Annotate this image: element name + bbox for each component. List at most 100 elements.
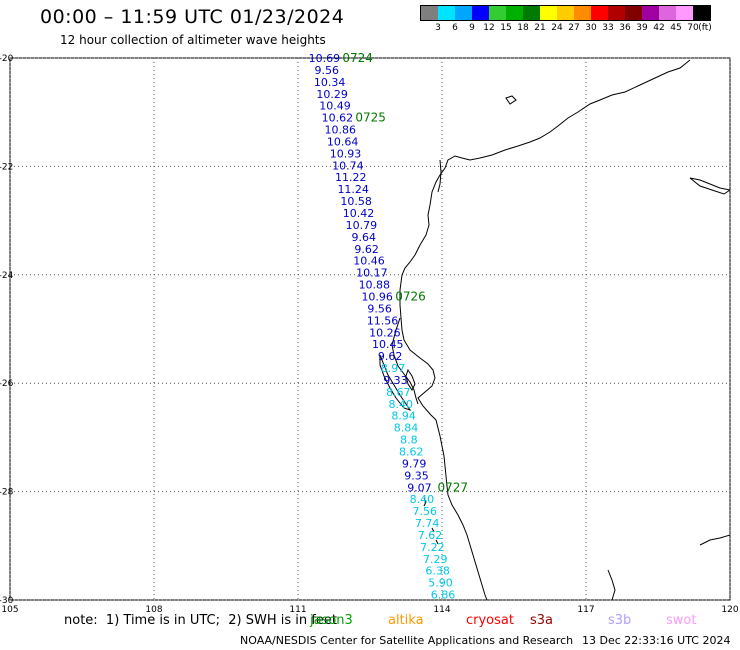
wave-height-label: 10.29 bbox=[316, 88, 348, 101]
lat-lon-grid bbox=[9, 57, 731, 601]
wave-height-label: 11.22 bbox=[335, 171, 367, 184]
southeast-coast bbox=[607, 569, 616, 600]
wave-height-label: 8.8 bbox=[400, 434, 418, 447]
wave-height-label: 9.07 bbox=[407, 481, 432, 494]
lon-tick-label: 108 bbox=[145, 605, 162, 615]
legend-swatch bbox=[591, 6, 608, 20]
wave-height-label: 7.74 bbox=[415, 517, 440, 530]
wave-height-label: 9.62 bbox=[378, 350, 403, 363]
wave-height-label: 8.94 bbox=[391, 410, 416, 423]
lon-tick-label: 117 bbox=[577, 605, 594, 615]
legend-tick-label: 42 bbox=[653, 23, 665, 33]
wave-height-label: 7.56 bbox=[412, 505, 437, 518]
legend-swatch bbox=[557, 6, 574, 20]
wave-height-label: 9.56 bbox=[315, 64, 340, 77]
wave-height-label: 9.62 bbox=[354, 243, 379, 256]
lat-tick-label: -24 bbox=[0, 271, 14, 281]
satellite-name: s3a bbox=[530, 613, 554, 628]
legend-swatch bbox=[506, 6, 523, 20]
legend-swatch bbox=[455, 6, 472, 20]
legend-swatch bbox=[693, 6, 710, 20]
legend-tick-label: 24 bbox=[551, 23, 563, 33]
legend-swatch bbox=[489, 6, 506, 20]
wave-height-label: 8.40 bbox=[388, 398, 413, 411]
wave-height-label: 10.64 bbox=[327, 135, 359, 148]
exmouth-cape bbox=[437, 159, 442, 193]
legend-tick-label: 18 bbox=[517, 23, 529, 33]
island-far-east bbox=[689, 177, 730, 195]
legend-swatch bbox=[540, 6, 557, 20]
legend-tick-label: 27 bbox=[568, 23, 580, 33]
track-time-label: 0727 bbox=[437, 480, 468, 494]
wave-height-label: 10.17 bbox=[356, 267, 388, 280]
wave-height-label: 10.49 bbox=[319, 100, 351, 113]
track-time-label: 0724 bbox=[342, 51, 373, 65]
lat-tick-label: -26 bbox=[0, 379, 14, 389]
wave-height-label: 10.96 bbox=[361, 290, 393, 303]
lat-tick-label: -22 bbox=[0, 162, 13, 172]
lon-tick-label: 111 bbox=[289, 605, 306, 615]
lat-tick-label: -30 bbox=[0, 596, 14, 606]
legend-tick-label: 33 bbox=[602, 23, 614, 33]
wave-height-label: 8.62 bbox=[399, 445, 424, 458]
legend-swatch bbox=[676, 6, 693, 20]
wave-height-label: 8.84 bbox=[394, 422, 419, 435]
footer-note: note: 1) Time is in UTC; 2) SWH is in fe… bbox=[64, 613, 337, 628]
satellite-name: jason3 bbox=[310, 613, 353, 628]
map-subtitle: 12 hour collection of altimeter wave hei… bbox=[60, 33, 326, 47]
wave-height-label: 10.88 bbox=[359, 279, 391, 292]
wave-height-label: 8.97 bbox=[381, 362, 406, 375]
track-time-label: 0725 bbox=[355, 111, 386, 125]
wave-height-label: 10.34 bbox=[314, 76, 346, 89]
east-landmass bbox=[699, 534, 730, 546]
wave-height-label: 6.86 bbox=[431, 589, 456, 602]
legend-unit: (ft) bbox=[698, 23, 712, 33]
lat-tick-label: -28 bbox=[0, 488, 14, 498]
legend-swatch bbox=[625, 6, 642, 20]
satellite-name: swot bbox=[666, 613, 697, 628]
coastline bbox=[379, 59, 730, 600]
wave-height-label: 11.56 bbox=[367, 314, 399, 327]
lon-tick-label: 114 bbox=[433, 605, 450, 615]
satellite-name: cryosat bbox=[466, 613, 514, 628]
legend-tick-label: 45 bbox=[670, 23, 682, 33]
legend-tick-label: 39 bbox=[636, 23, 648, 33]
legend-swatch bbox=[523, 6, 540, 20]
map-title: 00:00 – 11:59 UTC 01/23/2024 bbox=[40, 6, 345, 28]
wave-height-label: 7.29 bbox=[423, 553, 448, 566]
wave-height-label: 5.90 bbox=[428, 577, 453, 590]
wave-height-label: 10.42 bbox=[343, 207, 375, 220]
wave-height-label: 10.86 bbox=[324, 124, 356, 137]
legend-tick-label: 12 bbox=[483, 23, 495, 33]
wa-coastline bbox=[399, 59, 691, 600]
wave-height-label: 11.24 bbox=[337, 183, 369, 196]
generated-timestamp: 13 Dec 22:33:16 UTC 2024 bbox=[582, 634, 731, 647]
wave-height-label: 8.67 bbox=[386, 386, 411, 399]
legend-swatch bbox=[574, 6, 591, 20]
legend-tick-label: 30 bbox=[585, 23, 597, 33]
legend-swatch bbox=[472, 6, 489, 20]
color-legend: 3 6 9 12 15 18 21 24 27 30 33 36 39 42 45 70 (ft) bbox=[420, 5, 712, 35]
wave-height-label: 9.64 bbox=[352, 231, 377, 244]
island-north bbox=[505, 95, 517, 105]
wave-height-label: 10.45 bbox=[372, 338, 404, 351]
wave-height-label: 10.69 bbox=[309, 52, 341, 65]
wave-height-label: 10.93 bbox=[330, 147, 362, 160]
satellite-name: s3b bbox=[608, 613, 632, 628]
legend-tick-label: 3 bbox=[435, 23, 441, 33]
wave-height-label: 10.26 bbox=[369, 326, 401, 339]
satellite-name: altika bbox=[388, 613, 424, 628]
shark-bay-peninsula bbox=[391, 317, 419, 405]
lon-tick-label: 105 bbox=[1, 605, 18, 615]
wave-height-label: 9.33 bbox=[383, 374, 408, 387]
wave-height-label: 7.22 bbox=[420, 541, 445, 554]
legend-tick-label: 70 bbox=[687, 23, 699, 33]
lon-tick-label: 120 bbox=[721, 605, 738, 615]
wave-height-label: 9.35 bbox=[404, 469, 429, 482]
wave-height-label: 9.79 bbox=[402, 457, 427, 470]
legend-swatch bbox=[642, 6, 659, 20]
wave-height-label: 9.56 bbox=[367, 302, 392, 315]
legend-swatch bbox=[608, 6, 625, 20]
